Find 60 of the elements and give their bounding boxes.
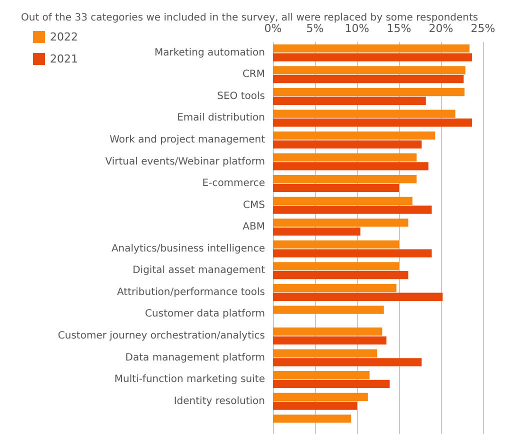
bar xyxy=(273,328,382,336)
bar xyxy=(273,162,428,170)
bar xyxy=(273,53,472,62)
legend-label: 2022 xyxy=(50,30,78,44)
y-tick-label: Work and project management xyxy=(110,134,266,146)
bar xyxy=(273,371,370,380)
bar xyxy=(273,74,464,84)
bar xyxy=(273,358,422,366)
bar xyxy=(273,206,432,214)
bar xyxy=(273,196,412,206)
bar xyxy=(273,414,352,423)
bar xyxy=(273,110,456,118)
bar xyxy=(273,66,466,74)
bar xyxy=(273,306,384,314)
bar xyxy=(273,44,470,53)
bar xyxy=(273,240,399,249)
y-tick-label: Marketing automation xyxy=(154,47,265,58)
x-tick-label: 15% xyxy=(386,22,412,35)
y-tick-label: Customer journey orchestration/analytics xyxy=(58,330,265,342)
bar xyxy=(273,336,386,344)
y-tick-label: Multi-function marketing suite xyxy=(114,374,265,386)
x-tick-label: 5% xyxy=(306,22,324,35)
bar xyxy=(273,140,422,148)
bar xyxy=(273,284,396,292)
bar xyxy=(273,227,360,236)
bar xyxy=(273,270,408,280)
y-tick-label: E-commerce xyxy=(202,178,265,190)
y-tick-label: ABM xyxy=(242,222,265,233)
y-tick-label: Virtual events/Webinar platform xyxy=(105,156,265,168)
legend-label: 2021 xyxy=(50,52,78,66)
bar xyxy=(273,392,368,402)
bar xyxy=(273,96,426,105)
x-tick-label: 20% xyxy=(428,22,454,35)
y-tick-label: Identity resolution xyxy=(174,396,265,407)
y-tick-label: Customer data platform xyxy=(145,308,265,320)
y-tick-label: Data management platform xyxy=(125,352,265,364)
bar xyxy=(273,118,472,127)
y-tick-label: Analytics/business intelligence xyxy=(111,243,265,254)
y-tick-label: Digital asset management xyxy=(132,265,266,276)
x-tick-label: 25% xyxy=(470,22,496,35)
bar xyxy=(273,175,417,184)
y-tick-label: SEO tools xyxy=(217,90,265,102)
x-tick-label: 0% xyxy=(264,22,282,35)
x-tick-label: 10% xyxy=(344,22,370,35)
bar xyxy=(273,184,399,192)
y-tick-label: Email distribution xyxy=(177,112,265,124)
bar xyxy=(273,380,390,388)
bar xyxy=(273,153,417,162)
bar xyxy=(273,292,443,301)
y-tick-label: CRM xyxy=(242,69,265,80)
bar xyxy=(273,402,357,410)
y-tick-label: Attribution/performance tools xyxy=(117,286,265,298)
y-tick-label: CMS xyxy=(243,200,265,211)
bar xyxy=(273,349,378,358)
bar xyxy=(273,132,436,140)
bar xyxy=(273,218,408,227)
bar xyxy=(273,88,465,96)
chart-title: Out of the 33 categories we included in the survey, all were replaced by some respondents xyxy=(21,12,478,24)
bar xyxy=(273,262,399,270)
bar xyxy=(273,249,432,258)
